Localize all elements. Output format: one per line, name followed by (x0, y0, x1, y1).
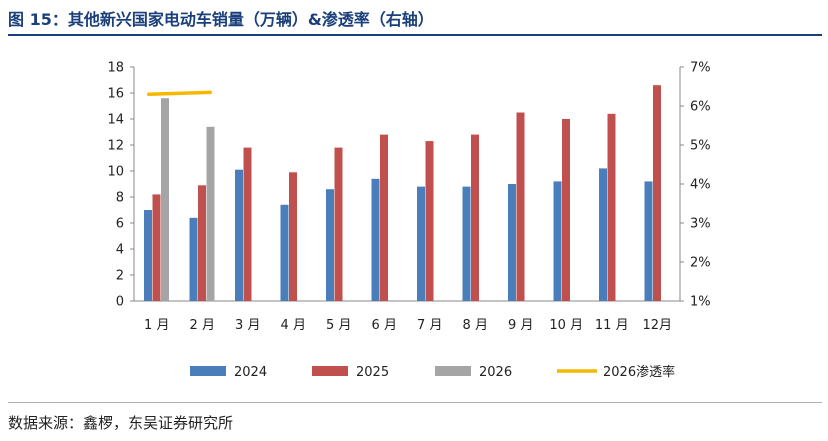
left-tick-label: 6 (116, 217, 124, 232)
x-tick-label: 6 月 (372, 318, 397, 333)
bar-2025-1 (152, 194, 161, 301)
x-tick-label: 8 月 (463, 318, 488, 333)
right-tick-label: 6% (690, 100, 711, 115)
bar-2025-3 (243, 147, 252, 301)
bar-2025-9 (516, 112, 525, 301)
bar-2025-11 (607, 113, 616, 301)
legend-2025-swatch (312, 366, 348, 376)
bar-2024-4 (280, 204, 289, 301)
legend-2024-swatch (190, 366, 226, 376)
left-tick-label: 14 (107, 113, 124, 128)
left-tick-label: 12 (107, 139, 124, 154)
bar-2024-1 (144, 210, 152, 301)
bar-2024-7 (417, 186, 425, 301)
legend-2025-label: 2025 (356, 365, 389, 380)
x-tick-label: 3 月 (235, 318, 260, 333)
bar-2024-11 (599, 168, 607, 301)
x-tick-label: 5 月 (326, 318, 351, 333)
bar-2025-7 (425, 141, 434, 301)
right-tick-label: 2% (690, 256, 711, 271)
left-tick-label: 4 (116, 243, 124, 258)
title-divider (8, 34, 822, 36)
bar-2025-12 (653, 85, 661, 301)
bar-2024-8 (462, 186, 471, 301)
x-tick-label: 4 月 (281, 318, 306, 333)
left-tick-label: 2 (116, 269, 124, 284)
bar-2024-2 (189, 217, 198, 301)
chart-title: 图 15：其他新兴国家电动车销量（万辆）&渗透率（右轴） (8, 10, 434, 29)
right-tick-label: 3% (690, 217, 711, 232)
right-tick-label: 1% (690, 295, 711, 310)
right-tick-label: 7% (690, 61, 711, 76)
bar-2025-4 (289, 172, 297, 301)
bar-2024-12 (644, 181, 653, 301)
right-tick-label: 5% (690, 139, 711, 154)
bar-2026-1 (161, 98, 169, 301)
left-tick-label: 8 (116, 191, 124, 206)
left-tick-label: 0 (116, 295, 124, 310)
x-tick-label: 2 月 (190, 318, 215, 333)
bar-2025-2 (198, 185, 206, 301)
x-tick-label: 7 月 (417, 318, 442, 333)
x-tick-label: 9 月 (508, 318, 533, 333)
legend-2026-label: 2026 (479, 365, 512, 380)
x-tick-label: 1 月 (144, 318, 169, 333)
bar-2025-6 (380, 134, 388, 301)
source-note: 数据来源：鑫椤，东吴证券研究所 (8, 414, 234, 432)
bar-2024-3 (235, 169, 243, 301)
legend-2024-label: 2024 (234, 365, 267, 380)
penetration-line (147, 90, 212, 97)
left-tick-label: 10 (107, 165, 124, 180)
legend-2026-penetration-label: 2026渗透率 (603, 364, 675, 380)
right-tick-label: 4% (690, 178, 711, 193)
left-tick-label: 18 (107, 61, 124, 76)
bar-2024-5 (326, 189, 334, 301)
bar-2025-10 (562, 119, 570, 301)
legend-2026-swatch (435, 366, 471, 376)
bar-2025-8 (471, 134, 479, 301)
x-tick-label: 10 月 (549, 318, 583, 333)
bar-2026-2 (206, 126, 215, 301)
bar-2025-5 (334, 147, 343, 301)
bar-2024-9 (508, 184, 516, 301)
bar-2024-10 (553, 181, 562, 301)
x-tick-label: 12月 (642, 318, 672, 333)
left-tick-label: 16 (107, 87, 124, 102)
bar-2024-6 (371, 178, 380, 301)
source-divider (8, 402, 822, 403)
x-tick-label: 11 月 (595, 318, 629, 333)
